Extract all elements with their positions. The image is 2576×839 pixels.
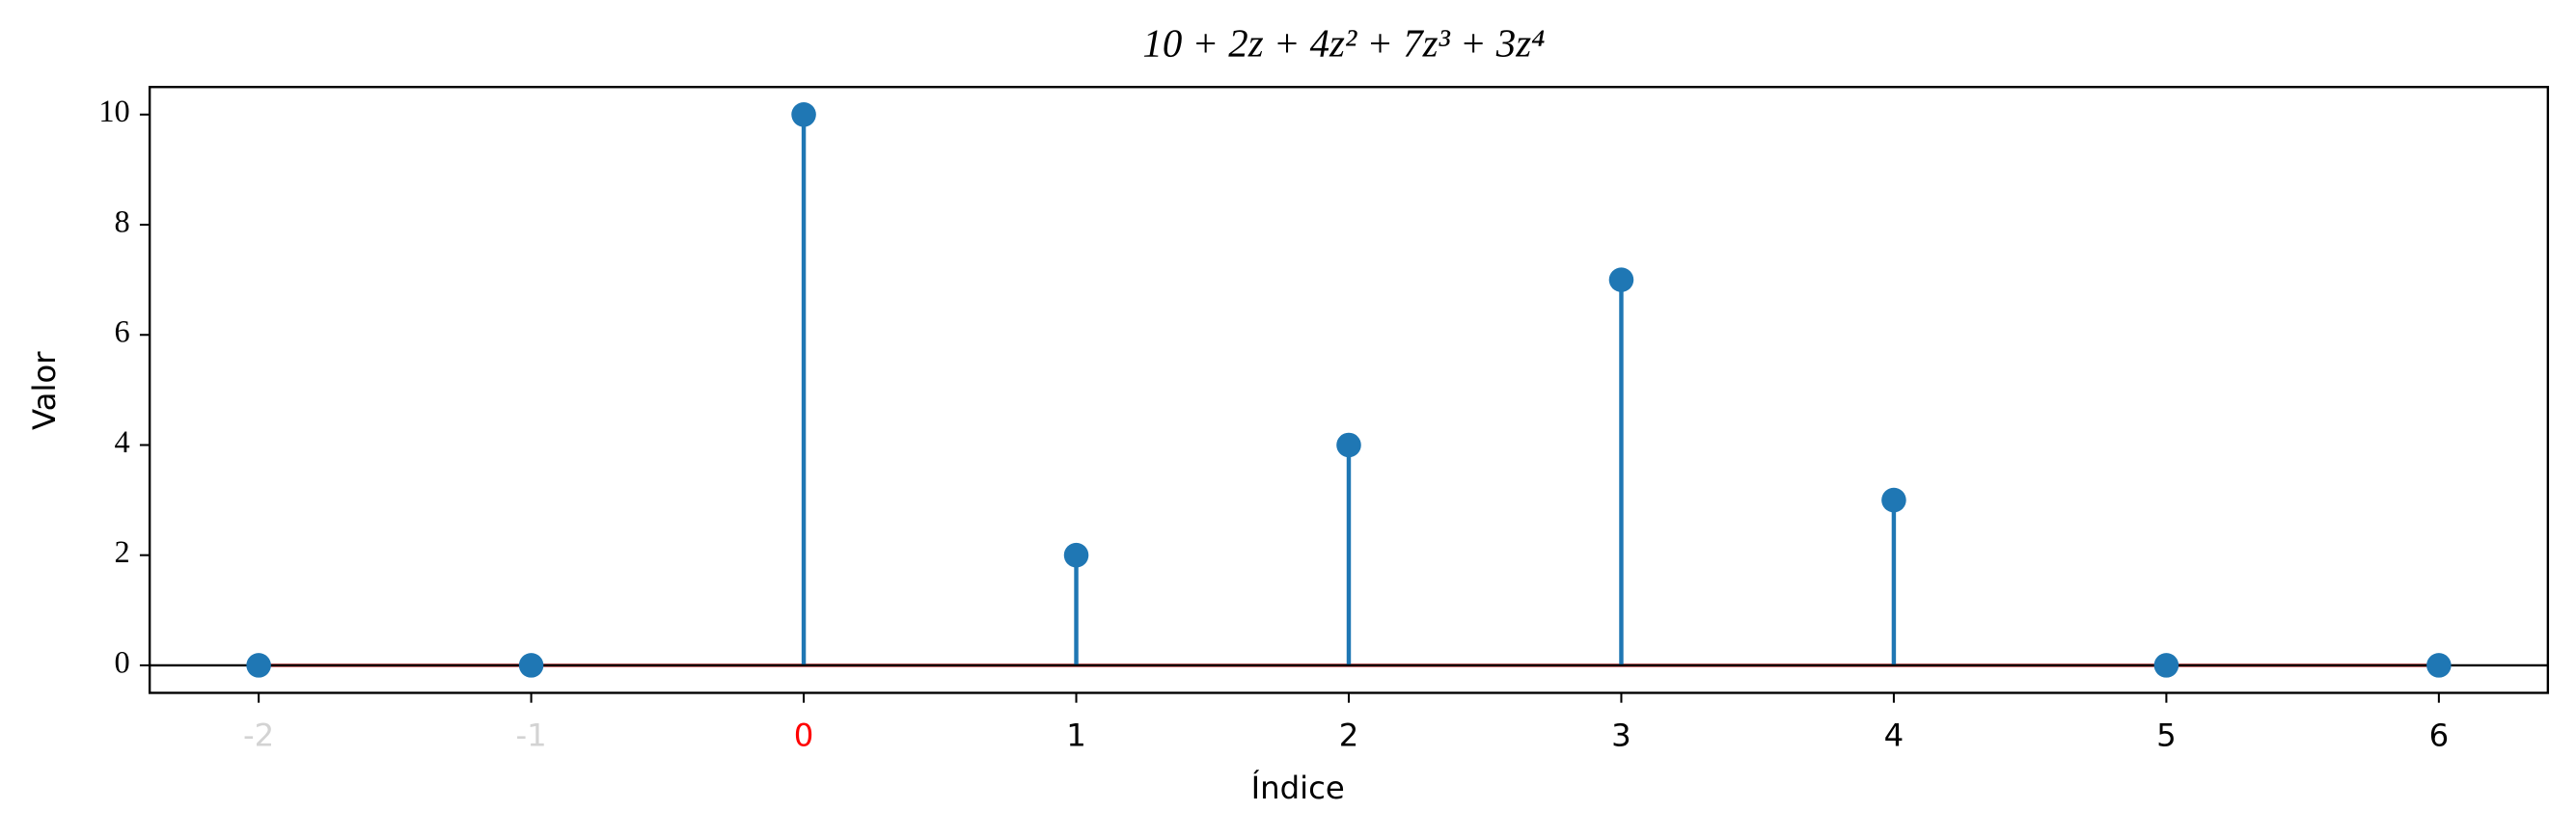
x-tick-label: -1 xyxy=(515,717,546,753)
y-tick-label: 6 xyxy=(115,314,130,349)
stem-marker xyxy=(1881,487,1906,513)
y-tick-label: 10 xyxy=(98,94,129,128)
x-tick-label: 5 xyxy=(2156,717,2177,753)
x-tick-label: 3 xyxy=(1611,717,1631,753)
x-tick-label: 4 xyxy=(1884,717,1905,753)
stem-marker xyxy=(246,653,271,678)
x-tick-label: -2 xyxy=(243,717,274,753)
stem-marker xyxy=(2426,653,2452,678)
plot-frame xyxy=(148,86,2550,694)
x-tick-label: 6 xyxy=(2429,717,2450,753)
y-axis-label: Valor xyxy=(26,351,63,430)
x-axis-label: Índice xyxy=(1251,770,1345,806)
y-tick-label: 0 xyxy=(115,644,130,679)
stem-marker xyxy=(1608,267,1634,292)
stem-marker xyxy=(1336,432,1361,458)
stem-marker xyxy=(791,102,816,127)
y-tick-label: 2 xyxy=(115,534,130,569)
chart-title: 10 + 2z + 4z² + 7z³ + 3z⁴ xyxy=(1142,22,1545,66)
stem-marker xyxy=(2153,653,2179,678)
y-tick-label: 8 xyxy=(115,203,130,238)
x-tick-label: 0 xyxy=(794,717,814,753)
stem-marker xyxy=(518,653,544,678)
y-tick-label: 4 xyxy=(115,424,130,459)
x-tick-label: 1 xyxy=(1066,717,1086,753)
stem-marker xyxy=(1063,542,1089,568)
x-tick-label: 2 xyxy=(1339,717,1359,753)
